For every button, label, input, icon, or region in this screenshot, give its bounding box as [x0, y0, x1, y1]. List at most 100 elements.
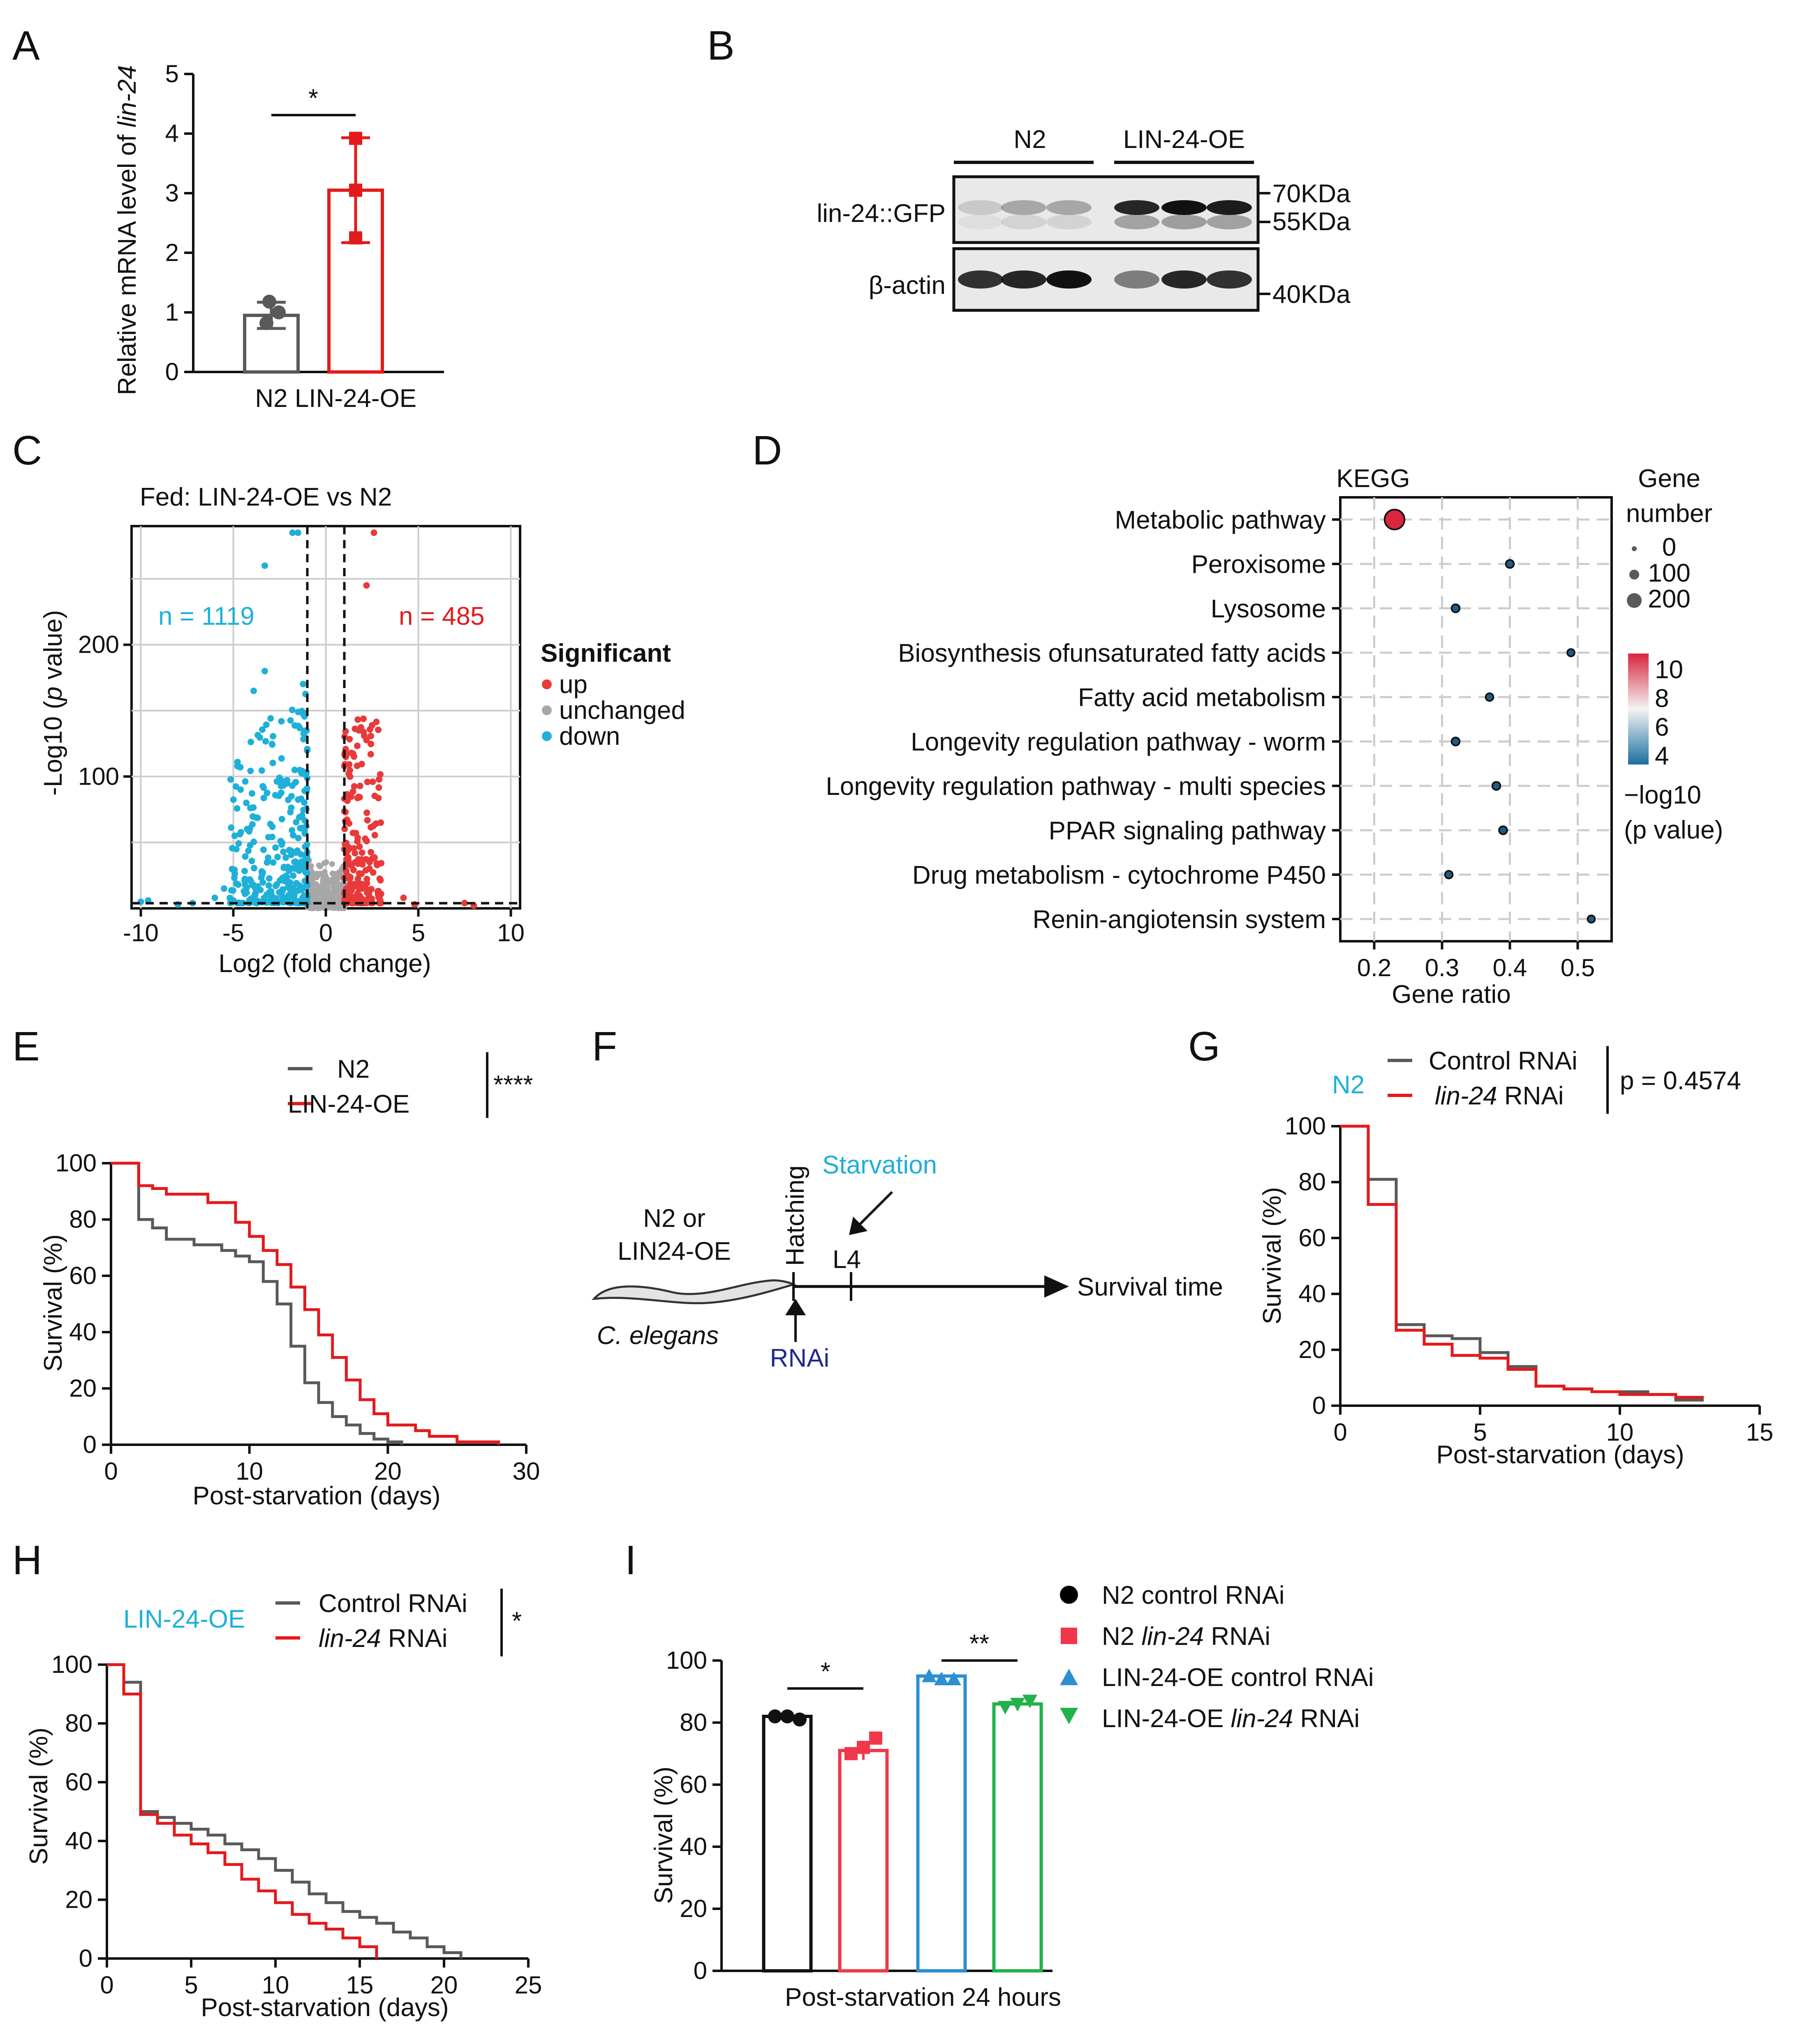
volcano-point-unchanged	[308, 863, 314, 869]
f-species: C. elegans	[597, 1321, 719, 1350]
a-category-label: N2	[255, 384, 287, 413]
i-data-point	[922, 1668, 937, 1682]
volcano-point-up	[368, 732, 375, 739]
a-y-tick-label: 1	[165, 298, 179, 326]
i-x-axis-label: Post-starvation 24 hours	[785, 1983, 1061, 2012]
volcano-point-up	[346, 736, 353, 743]
f-rnai: RNAi	[770, 1344, 830, 1372]
kegg-pathway-label: Longevity regulation pathway - multi spe…	[826, 772, 1326, 801]
volcano-point-up	[359, 849, 365, 856]
panel-label-c: C	[12, 427, 42, 473]
volcano-point-up	[348, 899, 355, 906]
volcano-point-up	[356, 843, 363, 850]
volcano-point-up	[364, 778, 371, 785]
e-x-tick-label: 20	[374, 1457, 402, 1485]
volcano-point-down	[235, 840, 242, 847]
volcano-point-up	[375, 891, 382, 898]
g-x-axis-label: Post-starvation (days)	[1436, 1441, 1684, 1469]
volcano-point-down	[230, 796, 237, 803]
volcano-point-down	[300, 711, 307, 718]
volcano-point-down	[298, 770, 305, 777]
a-data-point	[349, 183, 362, 197]
panel-label-h: H	[12, 1537, 42, 1583]
volcano-point-down	[234, 805, 241, 812]
blot-band	[1207, 270, 1252, 289]
volcano-point-up	[363, 809, 370, 816]
volcano-point-down	[295, 835, 302, 842]
volcano-point-up	[367, 751, 374, 758]
h-x-tick-label: 5	[184, 1971, 198, 1999]
volcano-point-down	[259, 726, 266, 733]
volcano-point-down	[290, 872, 297, 879]
i-data-point	[793, 1712, 807, 1727]
volcano-point-unchanged	[311, 871, 317, 877]
i-data-point	[1010, 1698, 1025, 1711]
volcano-point-up	[345, 770, 352, 777]
kegg-pathway-label: Longevity regulation pathway - worm	[911, 728, 1326, 756]
e-legend-n2: N2	[337, 1055, 370, 1083]
volcano-point-down	[250, 687, 257, 694]
legend-up: up	[559, 670, 588, 699]
i-data-point	[946, 1672, 961, 1686]
volcano-point-down	[285, 867, 292, 874]
size-legend-dot-200	[1627, 593, 1642, 608]
volcano-point-up	[375, 726, 382, 733]
volcano-point-down	[229, 887, 236, 894]
blot-band	[1114, 215, 1159, 229]
volcano-point-down	[248, 739, 254, 746]
kegg-x-tick-label: 0.5	[1561, 954, 1595, 982]
color-legend-title-2: (p value)	[1624, 816, 1723, 844]
volcano-point-down	[253, 885, 260, 892]
volcano-point-down	[287, 879, 294, 886]
kegg-dot	[1491, 781, 1501, 791]
f-starvation: Starvation	[822, 1151, 937, 1179]
color-legend-title-1: −log10	[1624, 781, 1701, 809]
size-legend-100: 100	[1648, 559, 1690, 587]
volcano-point-up	[363, 899, 370, 906]
volcano-point-down	[252, 891, 259, 898]
h-x-tick-label: 15	[346, 1971, 374, 1999]
volcano-point-down	[298, 851, 305, 858]
a-significance: *	[308, 84, 318, 113]
kegg-dot	[1450, 737, 1461, 746]
volcano-point-down	[269, 834, 276, 841]
blot-band	[958, 215, 1003, 229]
panel-a-y-axis-label: Relative mRNA level of lin-24	[113, 65, 141, 395]
volcano-point-up	[375, 795, 382, 801]
e-y-tick-label: 60	[69, 1262, 97, 1289]
i-data-point	[857, 1741, 870, 1754]
volcano-point-down	[286, 847, 293, 854]
volcano-point-down	[231, 832, 238, 839]
volcano-point-unchanged	[311, 882, 317, 888]
a-data-point	[259, 316, 273, 330]
i-significance: **	[969, 1630, 989, 1658]
volcano-point-down	[300, 806, 307, 813]
volcano-point-down	[290, 832, 297, 839]
e-x-tick-label: 30	[513, 1457, 540, 1485]
size-legend-200: 200	[1648, 585, 1690, 613]
volcano-point-unchanged	[334, 880, 340, 886]
blot-band	[1161, 200, 1207, 215]
volcano-point-down	[300, 884, 307, 891]
kegg-pathway-label: PPAR signaling pathway	[1049, 817, 1326, 845]
e-y-tick-label: 40	[69, 1318, 97, 1346]
volcano-point-up	[356, 892, 363, 899]
volcano-point-down	[278, 789, 285, 796]
volcano-point-unchanged	[324, 883, 331, 889]
volcano-point-down	[221, 885, 227, 892]
panel-label-b: B	[707, 23, 735, 69]
kegg-pathway-label: Renin-angiotensin system	[1033, 905, 1326, 934]
g-x-tick-label: 5	[1473, 1418, 1487, 1446]
kegg-dot	[1383, 508, 1406, 531]
volcano-point-down	[288, 792, 295, 799]
volcano-point-up	[400, 894, 407, 901]
blot-band	[1046, 215, 1092, 229]
blot-band	[1001, 215, 1046, 229]
volcano-point-down	[260, 795, 267, 801]
volcano-point-up	[355, 856, 362, 863]
volcano-point-down	[211, 894, 218, 901]
panel-label-f: F	[592, 1023, 617, 1069]
volcano-point-unchanged	[329, 861, 335, 867]
volcano-point-down	[227, 776, 234, 783]
volcano-point-up	[347, 793, 354, 800]
